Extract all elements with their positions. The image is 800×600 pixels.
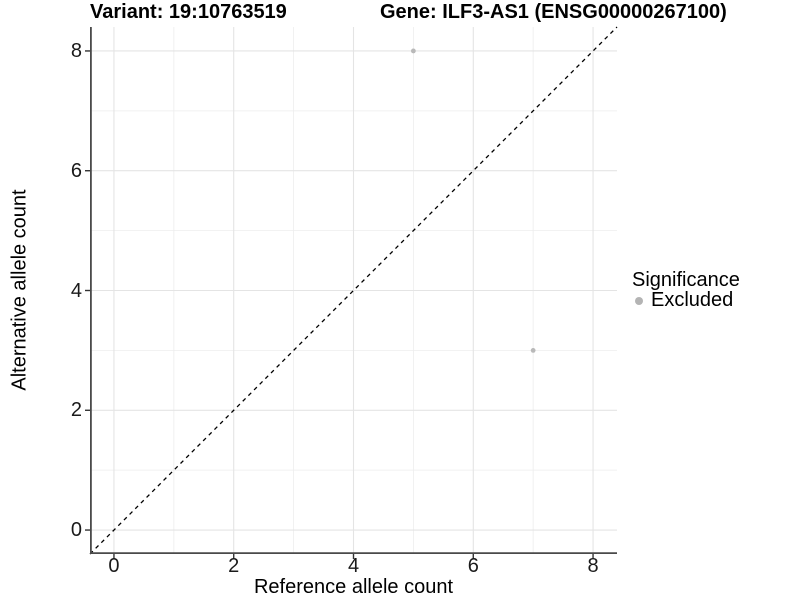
tick-marks	[85, 50, 594, 559]
y-tick-label: 2	[70, 399, 82, 422]
legend: Significance Excluded	[632, 270, 740, 310]
y-axis-tick-labels: 0 2 4 6 8	[44, 27, 82, 554]
variant-title: Variant: 19:10763519	[90, 1, 287, 23]
x-tick-label: 0	[108, 555, 120, 577]
data-point	[410, 48, 416, 54]
x-tick-label: 8	[587, 555, 599, 577]
y-axis-title: Alternative allele count	[8, 189, 31, 391]
x-tick-label: 6	[467, 555, 479, 577]
y-tick-label: 8	[70, 39, 82, 62]
legend-item: Excluded	[632, 289, 740, 311]
data-point	[530, 347, 536, 353]
major-gridlines	[90, 27, 617, 554]
gene-title: Gene: ILF3-AS1 (ENSG00000267100)	[380, 1, 727, 23]
legend-item-label: Excluded	[651, 289, 734, 311]
x-tick-label: 2	[228, 555, 240, 577]
y-tick-label: 4	[70, 279, 82, 302]
plot-panel	[85, 26, 618, 559]
plot-canvas	[85, 26, 618, 559]
legend-title: Significance	[632, 269, 740, 291]
y-tick-label: 6	[70, 159, 82, 182]
axis-lines	[89, 27, 617, 554]
legend-items: Excluded	[632, 289, 740, 311]
x-axis-tick-labels: 0 2 4 6 8	[90, 556, 617, 578]
x-axis-title: Reference allele count	[253, 576, 453, 598]
data-points	[410, 48, 536, 353]
legend-key-dot-icon	[635, 296, 643, 305]
x-tick-label: 4	[347, 555, 360, 577]
y-tick-label: 0	[70, 519, 82, 542]
